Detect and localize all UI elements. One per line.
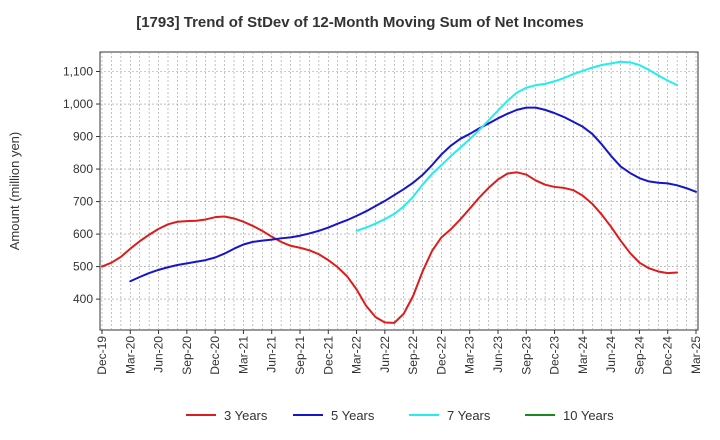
series-line-3-years xyxy=(101,171,679,324)
legend: 3 Years 5 Years 7 Years 10 Years xyxy=(186,408,614,423)
x-tick-label: Mar-20 xyxy=(123,336,137,374)
legend-label: 3 Years xyxy=(224,408,268,423)
x-tick-label: Sep-22 xyxy=(406,336,420,375)
x-tick-label: Mar-25 xyxy=(689,336,703,374)
y-tick-label: 700 xyxy=(73,195,93,209)
x-tick-label: Dec-19 xyxy=(95,336,109,375)
legend-label: 10 Years xyxy=(563,408,614,423)
y-tick-label: 900 xyxy=(73,130,93,144)
x-tick-label: Dec-21 xyxy=(321,336,335,375)
x-tick-label: Dec-22 xyxy=(434,336,448,375)
x-tick-label: Jun-22 xyxy=(378,336,392,373)
y-axis-label: Amount (million yen) xyxy=(7,132,22,251)
y-tick-label: 500 xyxy=(73,260,93,274)
x-tick-label: Sep-20 xyxy=(180,336,194,375)
x-tick-label: Jun-23 xyxy=(491,336,505,373)
x-tick-label: Dec-20 xyxy=(208,336,222,375)
chart-title: [1793] Trend of StDev of 12-Month Moving… xyxy=(136,14,584,31)
x-tick-label: Jun-20 xyxy=(152,336,166,373)
x-tick-label: Dec-24 xyxy=(661,336,675,375)
y-axis: 400 500 600 700 800 900 1,000 1,100 xyxy=(63,65,100,306)
x-tick-label: Dec-23 xyxy=(548,336,562,375)
series-layer xyxy=(101,60,697,324)
x-tick-label: Mar-23 xyxy=(463,336,477,374)
y-tick-label: 1,100 xyxy=(63,65,93,79)
series-line-7-years xyxy=(355,60,679,232)
x-tick-label: Jun-24 xyxy=(604,336,618,373)
x-tick-label: Sep-24 xyxy=(632,336,646,375)
x-tick-label: Mar-22 xyxy=(350,336,364,374)
x-tick-label: Sep-21 xyxy=(293,336,307,375)
x-tick-label: Mar-21 xyxy=(236,336,250,374)
legend-label: 7 Years xyxy=(447,408,491,423)
series-line-5-years xyxy=(129,106,697,283)
y-tick-label: 400 xyxy=(73,292,93,306)
x-tick-label: Sep-23 xyxy=(519,336,533,375)
x-tick-label: Jun-21 xyxy=(265,336,279,373)
y-tick-label: 1,000 xyxy=(63,97,93,111)
y-tick-label: 600 xyxy=(73,227,93,241)
x-tick-label: Mar-24 xyxy=(576,336,590,374)
y-tick-label: 800 xyxy=(73,162,93,176)
legend-label: 5 Years xyxy=(331,408,375,423)
x-axis: Dec-19 Mar-20 Jun-20 Sep-20 Dec-20 Mar-21 Jun-… xyxy=(95,330,703,375)
